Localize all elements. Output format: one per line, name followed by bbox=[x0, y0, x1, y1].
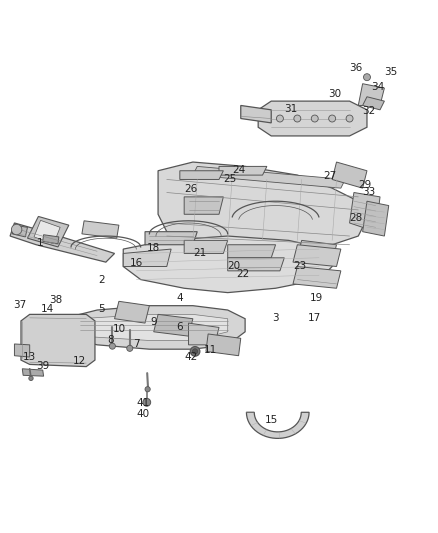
Polygon shape bbox=[123, 236, 332, 293]
Text: 21: 21 bbox=[193, 247, 206, 257]
Polygon shape bbox=[193, 166, 345, 188]
Text: 30: 30 bbox=[328, 88, 341, 99]
Text: 22: 22 bbox=[237, 269, 250, 279]
Circle shape bbox=[364, 74, 371, 80]
Text: 8: 8 bbox=[107, 335, 113, 345]
Text: 6: 6 bbox=[177, 321, 183, 332]
Polygon shape bbox=[350, 192, 380, 232]
Text: 39: 39 bbox=[36, 361, 49, 371]
Circle shape bbox=[328, 115, 336, 122]
Text: 31: 31 bbox=[284, 104, 297, 114]
Polygon shape bbox=[184, 197, 223, 214]
Text: 13: 13 bbox=[23, 352, 36, 362]
Text: 40: 40 bbox=[136, 409, 149, 418]
Text: 9: 9 bbox=[150, 317, 157, 327]
Polygon shape bbox=[115, 301, 149, 323]
Text: 18: 18 bbox=[147, 243, 160, 253]
Circle shape bbox=[190, 346, 200, 356]
Polygon shape bbox=[28, 216, 69, 247]
Polygon shape bbox=[297, 240, 336, 262]
Polygon shape bbox=[363, 97, 385, 110]
Polygon shape bbox=[12, 225, 28, 237]
Polygon shape bbox=[188, 323, 219, 345]
Text: 36: 36 bbox=[350, 62, 363, 72]
Circle shape bbox=[192, 349, 198, 354]
Circle shape bbox=[143, 398, 151, 406]
Text: 27: 27 bbox=[323, 172, 337, 181]
Polygon shape bbox=[219, 166, 267, 175]
Polygon shape bbox=[82, 221, 119, 238]
Polygon shape bbox=[158, 162, 367, 249]
Text: 26: 26 bbox=[184, 184, 198, 195]
Text: 24: 24 bbox=[232, 165, 245, 175]
Polygon shape bbox=[180, 171, 223, 180]
Text: 1: 1 bbox=[37, 238, 44, 247]
Polygon shape bbox=[10, 223, 115, 262]
Text: 4: 4 bbox=[177, 293, 183, 303]
Circle shape bbox=[29, 376, 33, 381]
Text: 11: 11 bbox=[204, 345, 217, 356]
Text: 19: 19 bbox=[310, 293, 324, 303]
Text: 10: 10 bbox=[112, 324, 125, 334]
Polygon shape bbox=[363, 201, 389, 236]
Polygon shape bbox=[332, 162, 367, 188]
Polygon shape bbox=[184, 240, 228, 254]
Text: 23: 23 bbox=[293, 261, 306, 271]
Polygon shape bbox=[34, 220, 60, 244]
Circle shape bbox=[145, 386, 150, 392]
Circle shape bbox=[110, 343, 116, 349]
Polygon shape bbox=[22, 369, 44, 376]
Text: 14: 14 bbox=[40, 304, 54, 314]
Circle shape bbox=[311, 115, 318, 122]
Circle shape bbox=[127, 345, 133, 351]
Polygon shape bbox=[228, 258, 284, 271]
Polygon shape bbox=[293, 245, 341, 266]
Text: 42: 42 bbox=[184, 352, 198, 362]
Polygon shape bbox=[258, 101, 367, 136]
Text: 29: 29 bbox=[358, 180, 371, 190]
Polygon shape bbox=[21, 314, 95, 367]
Polygon shape bbox=[145, 232, 197, 245]
Text: 37: 37 bbox=[13, 300, 26, 310]
Text: 17: 17 bbox=[308, 313, 321, 323]
Polygon shape bbox=[43, 235, 59, 244]
Polygon shape bbox=[80, 314, 228, 341]
Text: 25: 25 bbox=[223, 174, 237, 183]
Polygon shape bbox=[14, 344, 30, 357]
Polygon shape bbox=[358, 84, 385, 106]
Text: 28: 28 bbox=[350, 213, 363, 223]
Polygon shape bbox=[62, 305, 245, 349]
Text: 32: 32 bbox=[363, 106, 376, 116]
Polygon shape bbox=[247, 413, 309, 438]
Polygon shape bbox=[241, 106, 271, 123]
Text: 34: 34 bbox=[371, 82, 385, 92]
Text: 15: 15 bbox=[265, 415, 278, 425]
Polygon shape bbox=[206, 334, 241, 356]
Circle shape bbox=[346, 115, 353, 122]
Text: 35: 35 bbox=[384, 67, 398, 77]
Polygon shape bbox=[154, 314, 193, 336]
Polygon shape bbox=[293, 266, 341, 288]
Circle shape bbox=[276, 115, 283, 122]
Text: 7: 7 bbox=[133, 339, 140, 349]
Text: 3: 3 bbox=[272, 313, 279, 323]
Text: 41: 41 bbox=[136, 398, 149, 408]
Text: 2: 2 bbox=[98, 274, 105, 285]
Text: 16: 16 bbox=[130, 259, 143, 269]
Text: 12: 12 bbox=[73, 357, 86, 366]
Circle shape bbox=[294, 115, 301, 122]
Polygon shape bbox=[228, 245, 276, 258]
Text: 20: 20 bbox=[228, 261, 241, 271]
Text: 38: 38 bbox=[49, 295, 63, 305]
Text: 5: 5 bbox=[98, 304, 105, 314]
Text: 33: 33 bbox=[363, 187, 376, 197]
Circle shape bbox=[11, 224, 22, 235]
Polygon shape bbox=[123, 249, 171, 266]
